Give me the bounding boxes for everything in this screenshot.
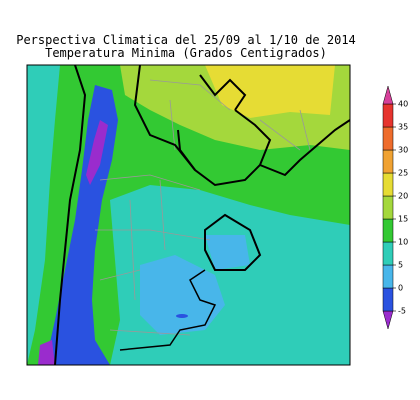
map-frame (26, 64, 351, 366)
field-blue (176, 314, 188, 318)
field-coast (27, 65, 60, 365)
colorbar-tick-label: -5 (398, 307, 406, 316)
colorbar-segment (382, 103, 394, 128)
field-purple (38, 340, 55, 365)
colorbar-tick-label: 35 (398, 123, 408, 132)
field-lightblue (140, 255, 225, 335)
province-borders (95, 79, 311, 336)
colorbar-segment (382, 241, 394, 266)
map-title: Perspectiva Climatica del 25/09 al 1/10 … (16, 33, 356, 47)
colorbar-segment (382, 310, 394, 330)
colorbar-tick-label: 40 (398, 100, 408, 109)
colorbar-tick-label: 0 (398, 284, 403, 293)
colorbar-segment (382, 218, 394, 243)
coastline (119, 269, 217, 351)
colorbar: -5 0 5 10 15 20 25 30 35 40 (382, 85, 408, 330)
colorbar-segment (382, 126, 394, 151)
field-purple (86, 120, 108, 185)
field-lightblue (205, 235, 250, 270)
colorbar-tick-label: 10 (398, 238, 408, 247)
colorbar-segment (382, 287, 394, 312)
colorbar-segment (382, 264, 394, 289)
colorbar-segment (382, 149, 394, 174)
country-borders (54, 65, 350, 365)
map-subtitle: Temperatura Minima (Grados Centigrados) (45, 46, 327, 60)
colorbar-segment (382, 85, 394, 105)
colorbar-tick-label: 15 (398, 215, 408, 224)
colorbar-segment (382, 172, 394, 197)
colorbar-tick-label: 30 (398, 146, 408, 155)
colorbar-tick-label: 25 (398, 169, 408, 178)
map (26, 64, 351, 366)
colorbar-tick-label: 20 (398, 192, 408, 201)
colorbar-segment (382, 195, 394, 220)
colorbar-tick-label: 5 (398, 261, 403, 270)
